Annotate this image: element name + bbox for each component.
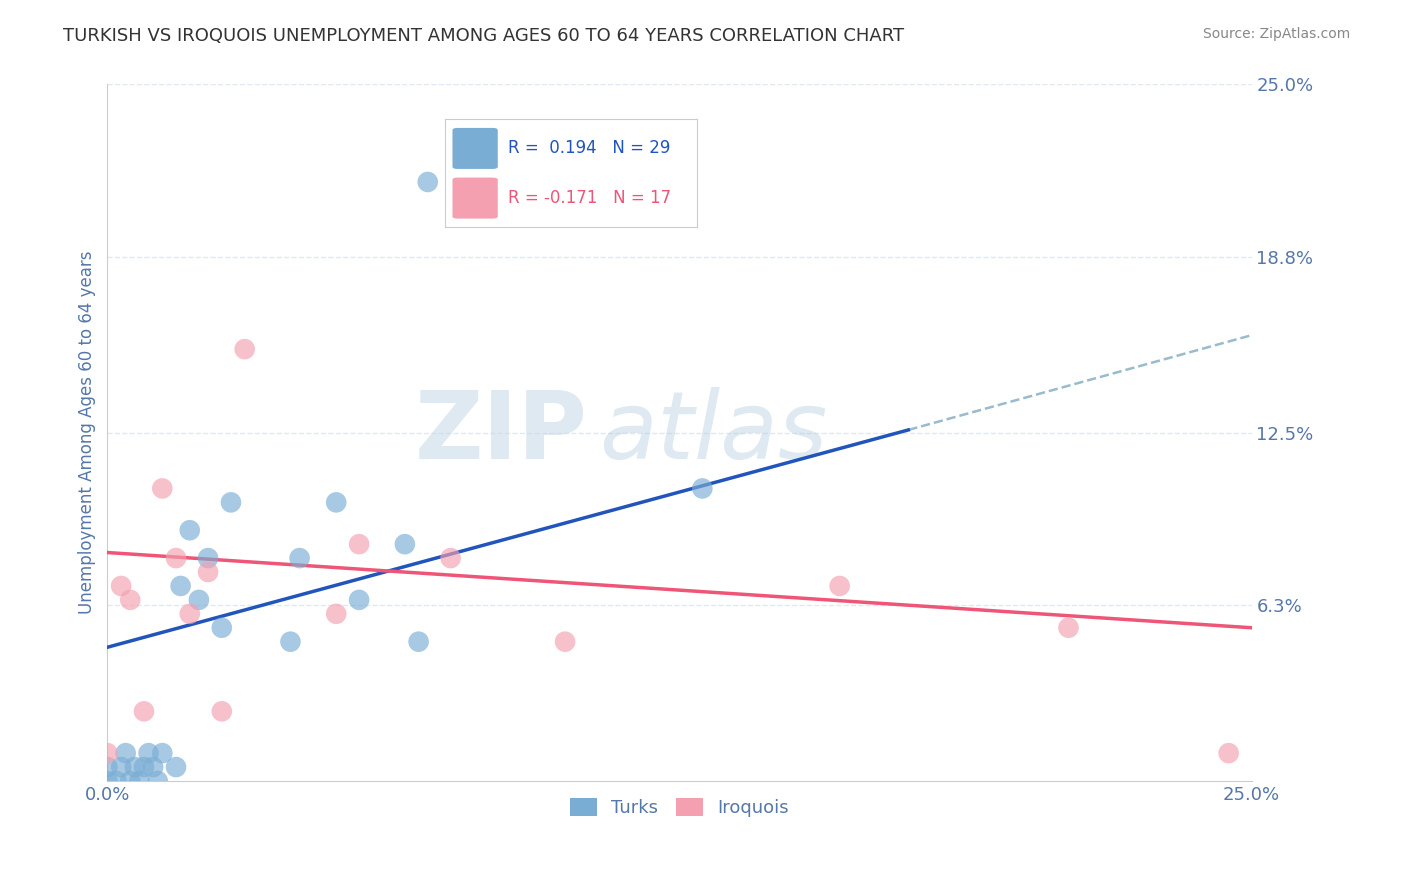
Point	[165, 551, 187, 566]
Point	[96, 760, 118, 774]
Point	[120, 593, 142, 607]
Y-axis label: Unemployment Among Ages 60 to 64 years: Unemployment Among Ages 60 to 64 years	[79, 251, 96, 615]
Point	[197, 551, 219, 566]
Point	[179, 607, 201, 621]
Point	[105, 774, 128, 789]
Point	[416, 175, 439, 189]
Point	[132, 760, 155, 774]
Point	[1218, 746, 1240, 760]
Point	[179, 523, 201, 537]
Point	[150, 482, 173, 496]
Point	[325, 607, 347, 621]
Point	[828, 579, 851, 593]
Point	[169, 579, 191, 593]
Point	[138, 746, 160, 760]
Point	[692, 482, 714, 496]
Point	[110, 760, 132, 774]
Text: ZIP: ZIP	[415, 387, 588, 479]
Point	[132, 704, 155, 718]
Point	[146, 774, 169, 789]
Text: TURKISH VS IROQUOIS UNEMPLOYMENT AMONG AGES 60 TO 64 YEARS CORRELATION CHART: TURKISH VS IROQUOIS UNEMPLOYMENT AMONG A…	[63, 27, 904, 45]
Point	[508, 147, 530, 161]
Point	[554, 634, 576, 648]
Point	[124, 760, 146, 774]
Point	[408, 634, 430, 648]
Point	[142, 760, 165, 774]
Point	[280, 634, 302, 648]
Point	[325, 495, 347, 509]
Point	[187, 593, 209, 607]
Point	[233, 342, 256, 356]
Point	[347, 537, 370, 551]
Point	[394, 537, 416, 551]
Point	[110, 579, 132, 593]
Point	[114, 746, 136, 760]
Point	[128, 774, 150, 789]
Point	[165, 760, 187, 774]
Point	[347, 593, 370, 607]
Point	[120, 774, 142, 789]
Point	[219, 495, 242, 509]
Point	[440, 551, 463, 566]
Point	[150, 746, 173, 760]
Text: Source: ZipAtlas.com: Source: ZipAtlas.com	[1202, 27, 1350, 41]
Point	[211, 704, 233, 718]
Point	[96, 746, 118, 760]
Point	[211, 621, 233, 635]
Text: atlas: atlas	[599, 387, 828, 478]
Point	[197, 565, 219, 579]
Point	[288, 551, 311, 566]
Legend: Turks, Iroquois: Turks, Iroquois	[562, 790, 797, 824]
Point	[96, 774, 118, 789]
Point	[1057, 621, 1080, 635]
